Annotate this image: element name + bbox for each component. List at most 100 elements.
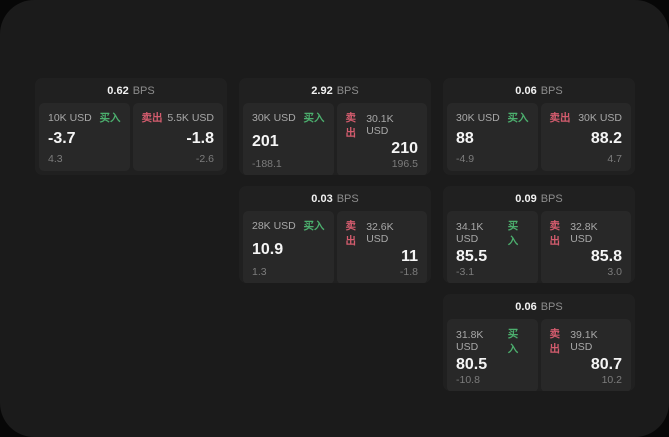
quote-card-body: 30K USD 买入 201 -188.1 卖出 30.1K USD 210 1… (239, 103, 431, 175)
quote-card: 0.06 BPS 30K USD 买入 88 -4.9 卖出 30K USD (443, 78, 635, 175)
quote-card-body: 28K USD 买入 10.9 1.3 卖出 32.6K USD 11 -1.8 (239, 211, 431, 283)
buy-side-label: 买入 (507, 112, 529, 124)
sell-price: 80.7 (590, 356, 622, 373)
quote-card: 0.06 BPS 31.8K USD 买入 80.5 -10.8 卖出 39.1… (443, 294, 635, 391)
bps-unit-label: BPS (540, 300, 563, 313)
buy-panel-topline: 31.8K USD 买入 (456, 326, 529, 356)
sell-price: 11 (401, 248, 418, 265)
buy-panel[interactable]: 28K USD 买入 10.9 1.3 (243, 211, 334, 283)
buy-subvalue: -3.1 (456, 265, 475, 278)
buy-side-label: 买入 (507, 328, 519, 355)
quote-card-body: 30K USD 买入 88 -4.9 卖出 30K USD 88.2 4.7 (443, 103, 635, 175)
sell-panel[interactable]: 卖出 30.1K USD 210 196.5 (336, 103, 427, 175)
buy-panel-topline: 28K USD 买入 (252, 218, 325, 233)
buy-panel[interactable]: 34.1K USD 买入 85.5 -3.1 (447, 211, 538, 283)
quote-card: 0.03 BPS 28K USD 买入 10.9 1.3 卖出 32.6K US… (239, 186, 431, 283)
buy-price: 88 (456, 130, 474, 148)
sell-amount: 32.8K USD (570, 221, 598, 245)
sell-panel-topline: 卖出 39.1K USD (550, 326, 623, 356)
buy-side-label: 买入 (303, 220, 325, 232)
sell-panel-topline: 卖出 30.1K USD (346, 110, 419, 140)
quote-card: 0.62 BPS 10K USD 买入 -3.7 4.3 卖出 5.5K USD (35, 78, 227, 175)
sell-price: -1.8 (186, 130, 214, 148)
buy-price: 201 (252, 132, 279, 150)
sell-panel-topline: 卖出 32.6K USD (346, 218, 419, 248)
bps-header: 0.62 BPS (35, 78, 227, 103)
buy-panel-topline: 34.1K USD 买入 (456, 218, 529, 248)
sell-subvalue: 10.2 (601, 373, 622, 386)
buy-panel-topline: 30K USD 买入 (252, 110, 325, 125)
bps-unit-label: BPS (540, 192, 563, 205)
sell-panel[interactable]: 卖出 5.5K USD -1.8 -2.6 (132, 103, 223, 171)
quote-card-body: 34.1K USD 买入 85.5 -3.1 卖出 32.8K USD 85.8… (443, 211, 635, 283)
buy-price: -3.7 (48, 130, 76, 148)
buy-amount: 31.8K USD (456, 329, 484, 353)
quote-card: 0.09 BPS 34.1K USD 买入 85.5 -3.1 卖出 32.8K… (443, 186, 635, 283)
sell-side-label: 卖出 (549, 112, 571, 124)
bps-value: 0.09 (515, 192, 537, 205)
sell-panel-topline: 卖出 5.5K USD (142, 110, 215, 125)
sell-panel-topline: 卖出 30K USD (550, 110, 623, 125)
buy-panel[interactable]: 30K USD 买入 201 -188.1 (243, 103, 334, 175)
buy-panel-topline: 30K USD 买入 (456, 110, 529, 125)
buy-subvalue: 1.3 (252, 265, 267, 278)
sell-price: 88.2 (590, 130, 622, 148)
sell-panel[interactable]: 卖出 39.1K USD 80.7 10.2 (540, 319, 631, 391)
buy-panel[interactable]: 30K USD 买入 88 -4.9 (447, 103, 538, 171)
buy-panel-topline: 10K USD 买入 (48, 110, 121, 125)
bps-unit-label: BPS (540, 84, 563, 97)
sell-subvalue: -1.8 (399, 265, 418, 278)
bps-header: 0.06 BPS (443, 294, 635, 319)
sell-amount: 32.6K USD (366, 221, 394, 245)
sell-subvalue: 4.7 (607, 153, 622, 165)
buy-subvalue: -4.9 (456, 153, 475, 165)
bps-value: 0.03 (311, 192, 333, 205)
buy-side-label: 买入 (507, 220, 519, 247)
buy-price: 80.5 (456, 356, 488, 373)
buy-subvalue: 4.3 (48, 153, 63, 165)
sell-panel[interactable]: 卖出 32.6K USD 11 -1.8 (336, 211, 427, 283)
sell-panel[interactable]: 卖出 30K USD 88.2 4.7 (540, 103, 631, 171)
sell-panel-topline: 卖出 32.8K USD (550, 218, 623, 248)
quote-card: 2.92 BPS 30K USD 买入 201 -188.1 卖出 30.1K … (239, 78, 431, 175)
buy-price: 10.9 (252, 240, 284, 258)
bps-value: 2.92 (311, 84, 333, 97)
buy-subvalue: -10.8 (456, 373, 480, 386)
sell-side-label: 卖出 (549, 328, 561, 355)
buy-side-label: 买入 (303, 112, 325, 124)
bps-header: 0.09 BPS (443, 186, 635, 211)
buy-amount: 34.1K USD (456, 221, 484, 245)
sell-side-label: 卖出 (549, 220, 561, 247)
bps-value: 0.06 (515, 84, 537, 97)
bps-value: 0.06 (515, 300, 537, 313)
sell-side-label: 卖出 (345, 220, 357, 247)
bps-unit-label: BPS (336, 84, 359, 97)
buy-price: 85.5 (456, 248, 488, 265)
sell-side-label: 卖出 (141, 112, 163, 124)
bps-header: 0.03 BPS (239, 186, 431, 211)
bps-header: 0.06 BPS (443, 78, 635, 103)
quote-card-body: 31.8K USD 买入 80.5 -10.8 卖出 39.1K USD 80.… (443, 319, 635, 391)
buy-amount: 30K USD (252, 111, 296, 124)
buy-side-label: 买入 (99, 112, 121, 124)
buy-amount: 28K USD (252, 219, 296, 232)
sell-amount: 39.1K USD (570, 329, 598, 353)
sell-subvalue: 196.5 (391, 157, 418, 170)
buy-panel[interactable]: 31.8K USD 买入 80.5 -10.8 (447, 319, 538, 391)
sell-price: 85.8 (590, 248, 622, 265)
quote-card-body: 10K USD 买入 -3.7 4.3 卖出 5.5K USD -1.8 -2.… (35, 103, 227, 175)
sell-panel[interactable]: 卖出 32.8K USD 85.8 3.0 (540, 211, 631, 283)
sell-subvalue: 3.0 (607, 265, 622, 278)
bps-unit-label: BPS (336, 192, 359, 205)
sell-subvalue: -2.6 (195, 153, 214, 165)
sell-amount: 30K USD (578, 111, 622, 124)
buy-amount: 30K USD (456, 111, 500, 124)
buy-subvalue: -188.1 (252, 157, 282, 170)
sell-side-label: 卖出 (345, 112, 357, 139)
sell-price: 210 (391, 140, 418, 157)
sell-amount: 30.1K USD (366, 113, 394, 137)
sell-amount: 5.5K USD (167, 111, 214, 124)
bps-header: 2.92 BPS (239, 78, 431, 103)
buy-panel[interactable]: 10K USD 买入 -3.7 4.3 (39, 103, 130, 171)
